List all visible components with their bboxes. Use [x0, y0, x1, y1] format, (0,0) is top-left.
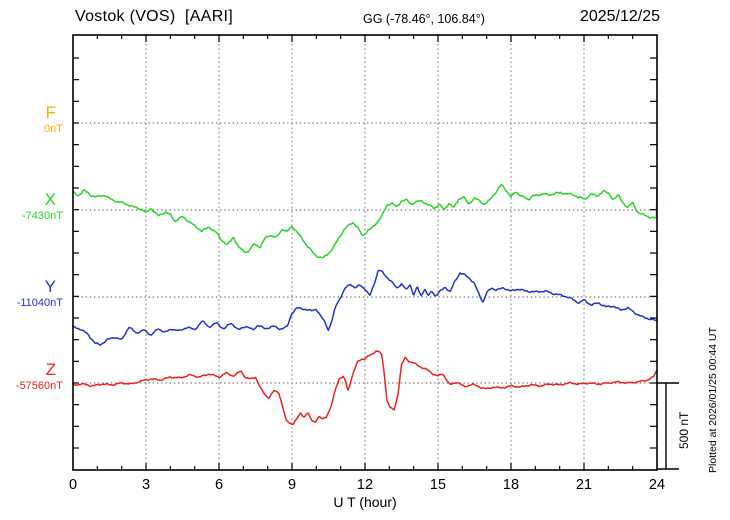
channel-baseline-Y: -11040nT — [16, 297, 63, 309]
channel-baseline-F: 0nT — [44, 123, 63, 135]
channel-letter-Y: Y — [44, 277, 56, 296]
x-axis-label: U T (hour) — [333, 494, 397, 510]
x-tick-label: 6 — [215, 477, 223, 493]
trace-Z — [72, 350, 658, 426]
station-title: Vostok (VOS) [AARI] — [75, 8, 234, 25]
x-tick-label: 18 — [503, 477, 519, 493]
channel-baseline-X: -7430nT — [22, 210, 63, 222]
channel-label-X: X -7430nT — [0, 191, 63, 222]
x-tick-label: 21 — [576, 477, 592, 493]
x-tick-label: 15 — [430, 477, 446, 493]
channel-letter-X: X — [44, 190, 56, 209]
channel-letter-F: F — [45, 103, 56, 122]
trace-X — [72, 183, 658, 259]
channel-baseline-Z: -57560nT — [15, 380, 63, 392]
trace-Y — [72, 269, 658, 346]
channel-label-F: F 0nT — [0, 104, 63, 135]
channel-letter-Z: Z — [45, 360, 56, 379]
x-tick-label: 3 — [142, 477, 150, 493]
x-tick-label: 12 — [357, 477, 373, 493]
channel-label-Y: Y -11040nT — [0, 278, 63, 309]
channel-label-Z: Z -57560nT — [0, 361, 63, 392]
x-tick-label: 0 — [69, 477, 77, 493]
x-tick-label: 24 — [649, 477, 665, 493]
plot-date: 2025/12/25 — [579, 8, 660, 25]
scale-bar-label: 500 nT — [677, 411, 691, 449]
geographic-coords: GG (-78.46°, 106.84°) — [363, 12, 485, 26]
x-tick-label: 9 — [288, 477, 296, 493]
plotted-timestamp-note: Plotted at 2026/01/25 00:44 UT — [707, 327, 719, 473]
